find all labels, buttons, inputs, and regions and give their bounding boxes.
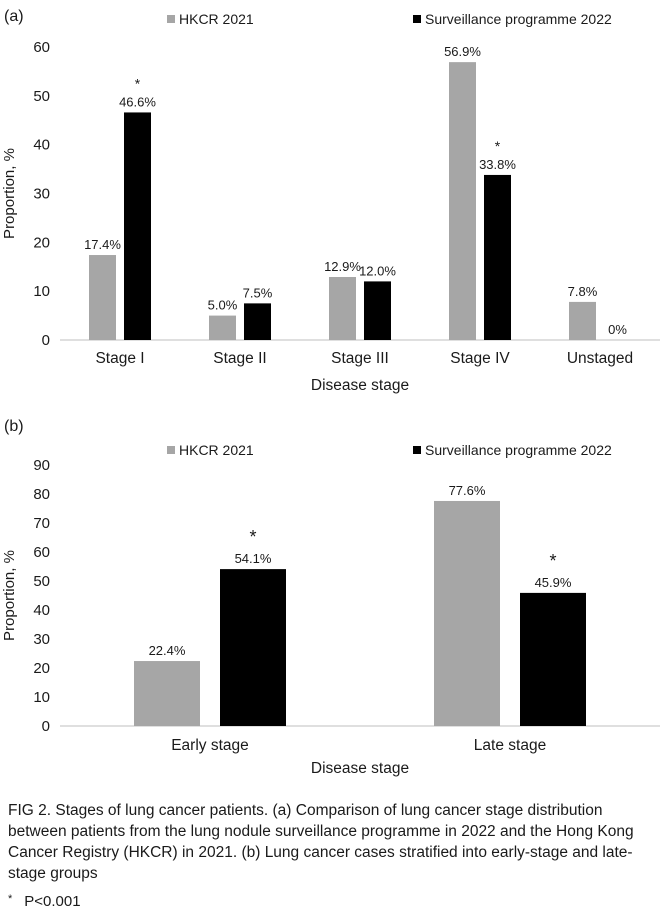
bar [89, 255, 116, 340]
data-label: 17.4% [84, 237, 121, 252]
legend-swatch [167, 15, 175, 23]
x-axis-title: Disease stage [311, 377, 409, 394]
data-label: 46.6% [119, 94, 156, 109]
data-label: 5.0% [208, 298, 238, 313]
y-tick-label: 50 [33, 573, 50, 590]
y-tick-label: 0 [42, 332, 50, 349]
chart-b: (b) HKCR 2021 Surveillance programme 2022 0… [1, 418, 660, 777]
bar [329, 277, 356, 340]
bar [434, 500, 500, 726]
figure-caption: FIG 2. Stages of lung cancer patients. (… [8, 802, 634, 882]
y-axis-title: Proportion, % [1, 550, 18, 641]
legend-label: Surveillance programme 2022 [425, 442, 612, 458]
x-tick-label: Unstaged [567, 350, 633, 367]
x-axis-title: Disease stage [311, 760, 409, 777]
data-label: 22.4% [149, 643, 186, 658]
bar [484, 174, 511, 340]
legend-swatch [167, 446, 175, 454]
y-tick-label: 10 [33, 283, 50, 300]
data-label: 77.6% [449, 483, 486, 498]
x-tick-label: Stage III [331, 350, 389, 367]
data-label: 33.8% [479, 157, 516, 172]
footnote: * P<0.001 [8, 893, 81, 910]
data-label: 0% [608, 322, 627, 337]
y-axis-title: Proportion, % [1, 148, 18, 239]
legend-label: HKCR 2021 [179, 11, 254, 27]
legend-swatch [413, 446, 421, 454]
y-tick-label: 80 [33, 486, 50, 503]
y-tick-label: 0 [42, 718, 50, 735]
y-tick-label: 20 [33, 234, 50, 251]
bar [449, 62, 476, 340]
y-tick-label: 50 [33, 88, 50, 105]
bar [364, 281, 391, 340]
panel-label: (b) [4, 418, 24, 435]
y-tick-label: 70 [33, 515, 50, 532]
data-label: 7.8% [568, 284, 598, 299]
significance-marker: * [135, 75, 141, 91]
significance-marker: * [549, 551, 556, 571]
data-label: 56.9% [444, 44, 481, 59]
panel-label: (a) [4, 8, 24, 25]
y-tick-label: 90 [33, 457, 50, 474]
significance-marker: * [249, 527, 256, 547]
x-tick-label: Late stage [474, 737, 546, 754]
bar [569, 301, 596, 340]
bar [520, 592, 586, 726]
y-tick-label: 60 [33, 544, 50, 561]
y-tick-label: 40 [33, 602, 50, 619]
chart-a: (a) HKCR 2021 Surveillance programme 2022 0… [1, 8, 660, 394]
significance-marker: * [495, 138, 501, 154]
data-label: 7.5% [243, 285, 273, 300]
bar [124, 112, 151, 340]
x-tick-label: Stage II [213, 350, 266, 367]
data-label: 12.0% [359, 263, 396, 278]
footnote-text: P<0.001 [24, 893, 81, 910]
bar [244, 303, 271, 340]
x-tick-label: Early stage [171, 737, 249, 754]
data-label: 54.1% [235, 551, 272, 566]
legend-swatch [413, 15, 421, 23]
legend-label: Surveillance programme 2022 [425, 11, 612, 27]
bar [220, 569, 286, 726]
x-tick-label: Stage IV [450, 350, 510, 367]
y-tick-label: 40 [33, 137, 50, 154]
y-tick-label: 20 [33, 660, 50, 677]
legend-label: HKCR 2021 [179, 442, 254, 458]
bar [209, 315, 236, 340]
x-tick-label: Stage I [95, 350, 144, 367]
data-label: 45.9% [535, 575, 572, 590]
y-tick-label: 10 [33, 689, 50, 706]
y-tick-label: 30 [33, 631, 50, 648]
data-label: 12.9% [324, 259, 361, 274]
bar [134, 661, 200, 726]
y-tick-label: 60 [33, 39, 50, 56]
y-tick-label: 30 [33, 186, 50, 203]
footnote-marker: * [8, 893, 13, 905]
